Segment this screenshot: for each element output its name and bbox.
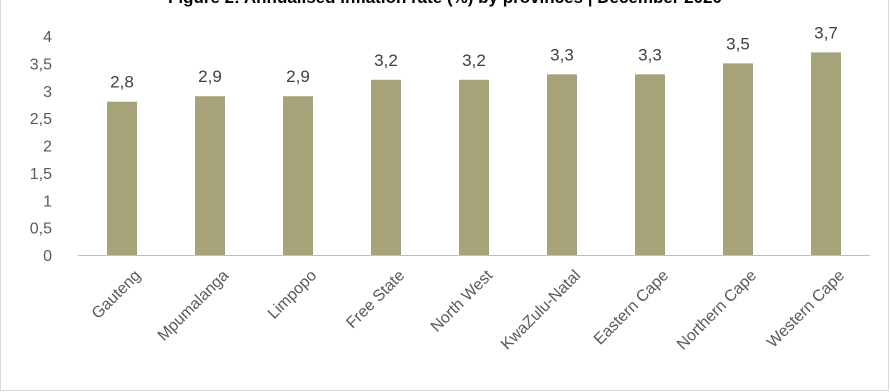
data-label: 2,8 bbox=[110, 73, 134, 92]
y-tick-label: 2 bbox=[43, 139, 52, 156]
x-category-label: Limpopo bbox=[265, 267, 320, 322]
bar-gauteng bbox=[107, 101, 137, 255]
x-category-label: Mpumalanga bbox=[155, 267, 233, 345]
y-axis-ticks: 0 0,5 1 1,5 2 2,5 3 3,5 4 bbox=[30, 29, 52, 265]
x-category-label: Western Cape bbox=[764, 267, 848, 351]
bar-western-cape bbox=[811, 52, 841, 255]
data-labels: 2,8 2,9 2,9 3,2 3,2 3,3 3,3 3,5 3,7 bbox=[110, 23, 838, 91]
data-label: 3,2 bbox=[374, 51, 398, 70]
data-label: 2,9 bbox=[198, 67, 222, 86]
bar-free-state bbox=[371, 79, 401, 255]
y-tick-label: 2,5 bbox=[30, 111, 52, 128]
y-tick-label: 1 bbox=[43, 193, 52, 210]
y-tick-label: 1,5 bbox=[30, 166, 52, 183]
y-tick-label: 0,5 bbox=[30, 221, 52, 238]
bar-kwazulu-natal bbox=[547, 74, 577, 255]
x-category-label: North West bbox=[428, 267, 497, 336]
y-tick-label: 4 bbox=[43, 29, 52, 46]
bars bbox=[107, 52, 841, 255]
data-label: 3,3 bbox=[550, 45, 574, 64]
bar-north-west bbox=[459, 79, 489, 255]
x-category-label: KwaZulu-Natal bbox=[498, 267, 584, 353]
data-label: 3,5 bbox=[726, 34, 750, 53]
x-category-label: Gauteng bbox=[89, 267, 144, 322]
x-axis-category-labels: Gauteng Mpumalanga Limpopo Free State North … bbox=[89, 267, 848, 354]
data-label: 3,7 bbox=[814, 23, 838, 42]
y-tick-label: 0 bbox=[43, 248, 52, 265]
data-label: 3,3 bbox=[638, 45, 662, 64]
x-category-label: Free State bbox=[343, 267, 408, 332]
bar-limpopo bbox=[283, 96, 313, 255]
y-tick-label: 3,5 bbox=[30, 56, 52, 73]
data-label: 3,2 bbox=[462, 51, 486, 70]
y-tick-label: 3 bbox=[43, 84, 52, 101]
bar-eastern-cape bbox=[635, 74, 665, 255]
bar-mpumalanga bbox=[195, 96, 225, 255]
x-category-label: Northern Cape bbox=[674, 267, 760, 353]
chart-title: Figure 2: Annualised inflation rate (%) … bbox=[0, 0, 890, 8]
x-category-label: Eastern Cape bbox=[591, 267, 672, 348]
bar-northern-cape bbox=[723, 63, 753, 255]
data-label: 2,9 bbox=[286, 67, 310, 86]
